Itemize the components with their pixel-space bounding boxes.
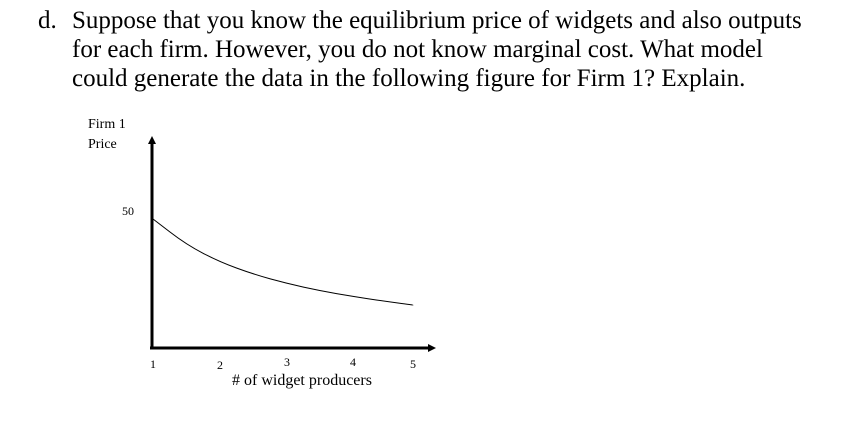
x-tick-labels: 1 2 3 4 5 (150, 355, 416, 372)
x-tick-label-2: 2 (217, 358, 223, 372)
x-tick-label-5: 5 (410, 357, 416, 371)
question-marker: d. (38, 7, 57, 34)
question-block: d. Suppose that you know the equilibrium… (38, 6, 838, 93)
x-tick-label-4: 4 (350, 355, 356, 369)
y-tick-label-50: 50 (122, 204, 134, 218)
x-tick-label-1: 1 (150, 357, 156, 371)
y-axis-label-line-1: Firm 1 (88, 117, 126, 132)
price-curve (152, 218, 414, 306)
y-axis-label-line-2: Price (88, 137, 117, 152)
x-tick-label-3: 3 (284, 355, 290, 369)
x-axis-label: # of widget producers (232, 372, 372, 389)
question-text: Suppose that you know the equilibrium pr… (72, 7, 802, 92)
